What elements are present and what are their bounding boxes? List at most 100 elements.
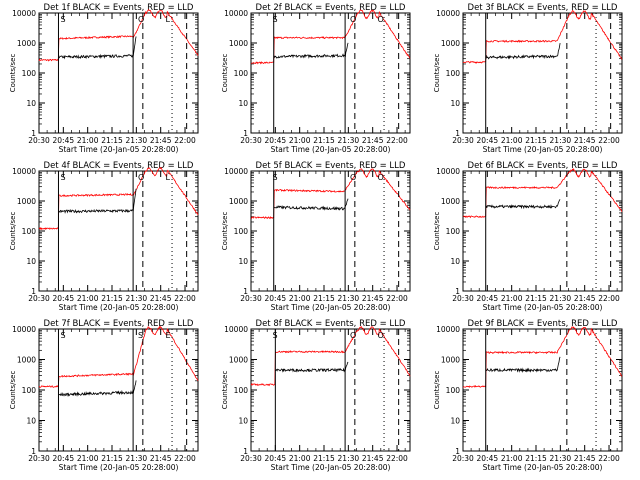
x-axis-label: Start Time (20-Jan-05 20:28:00)	[483, 145, 603, 154]
plot-frame	[250, 170, 411, 292]
marker-letter: S	[272, 15, 277, 24]
y-tick-label: 10	[238, 417, 248, 426]
detector-panel: Det 6f BLACK = Events, RED = LLD 1 10 100 10…	[433, 161, 623, 312]
x-axis-label: Start Time (20-Jan-05 20:28:00)	[59, 303, 179, 312]
y-tick-label: 100	[234, 227, 249, 236]
x-axis-label: Start Time (20-Jan-05 20:28:00)	[271, 303, 391, 312]
detector-panel: Det 4f BLACK = Events, RED = LLD 1 10 100 10…	[9, 161, 199, 312]
x-tick-label: 20:30	[240, 136, 262, 145]
lld-series-line	[462, 9, 623, 64]
x-tick-label: 21:00	[77, 136, 99, 145]
x-tick-label: 22:00	[174, 454, 196, 463]
x-tick-label: 21:00	[289, 136, 311, 145]
marker-letter: S	[272, 173, 277, 182]
x-tick-label: 21:15	[313, 454, 335, 463]
events-series-line	[58, 36, 137, 60]
x-tick-label: 22:00	[598, 136, 620, 145]
plot-frame	[462, 328, 623, 452]
lld-series-line	[250, 325, 411, 387]
y-tick-label: 10000	[436, 167, 460, 176]
y-tick-label: 1000	[17, 197, 36, 206]
lld-series-line	[38, 166, 199, 231]
x-tick-label: 21:45	[150, 136, 172, 145]
x-tick-label: 22:00	[386, 454, 408, 463]
y-tick-label: 1000	[441, 197, 460, 206]
plot-frame	[462, 12, 623, 134]
y-tick-label: 100	[22, 227, 37, 236]
x-tick-label: 20:45	[53, 294, 75, 303]
x-axis-label: Start Time (20-Jan-05 20:28:00)	[59, 463, 179, 472]
detector-panel: Det 8f BLACK = Events, RED = LLD 1 10 100 10…	[221, 319, 411, 472]
y-tick-label: 10	[238, 99, 248, 108]
y-tick-label: 1000	[441, 356, 460, 365]
x-tick-label: 20:30	[28, 294, 50, 303]
y-tick-label: 10	[26, 99, 36, 108]
y-tick-label: 100	[234, 69, 249, 78]
events-series-line	[275, 361, 349, 373]
y-tick-label: 1	[31, 287, 36, 296]
y-tick-label: 1	[243, 447, 248, 456]
x-tick-label: 21:30	[550, 294, 572, 303]
y-tick-label: 1	[31, 447, 36, 456]
marker-letter: S	[60, 15, 65, 24]
lld-series-line	[38, 325, 199, 388]
y-axis-label: Counts/sec	[9, 54, 17, 93]
y-tick-label: 1000	[229, 197, 248, 206]
lld-series-line	[251, 9, 411, 65]
panel-title: Det 8f BLACK = Events, RED = LLD	[256, 319, 406, 329]
x-tick-label: 21:30	[126, 294, 148, 303]
x-tick-label: 21:00	[289, 454, 311, 463]
x-tick-label: 21:30	[126, 454, 148, 463]
y-tick-label: 1	[455, 287, 460, 296]
marker-letter: O	[350, 331, 356, 340]
panel-title: Det 4f BLACK = Events, RED = LLD	[44, 161, 194, 171]
x-tick-label: 21:00	[77, 454, 99, 463]
panel-title: Det 1f BLACK = Events, RED = LLD	[44, 3, 194, 13]
y-tick-label: 10000	[224, 325, 248, 334]
y-tick-label: 1000	[17, 356, 36, 365]
panel-title: Det 3f BLACK = Events, RED = LLD	[468, 3, 618, 13]
x-tick-label: 20:30	[452, 294, 474, 303]
events-series-line	[485, 43, 561, 60]
plot-frame	[250, 12, 411, 134]
panel-title: Det 2f BLACK = Events, RED = LLD	[256, 3, 406, 13]
marker-letter: S	[272, 331, 277, 340]
y-tick-label: 100	[446, 227, 461, 236]
y-tick-label: 100	[234, 386, 249, 395]
y-tick-label: 1	[243, 287, 248, 296]
y-axis-label: Counts/sec	[221, 212, 229, 251]
y-tick-label: 1	[31, 129, 36, 138]
x-tick-label: 21:45	[362, 136, 384, 145]
events-series-line	[485, 199, 561, 210]
x-axis-label: Start Time (20-Jan-05 20:28:00)	[59, 145, 179, 154]
marker-letter: S	[60, 173, 65, 182]
marker-letter: O	[378, 331, 384, 340]
y-tick-label: 10	[26, 417, 36, 426]
x-tick-label: 22:00	[174, 136, 196, 145]
marker-letter: O	[350, 15, 356, 24]
x-tick-label: 21:30	[550, 454, 572, 463]
plot-frame	[38, 12, 199, 134]
lld-series-line	[462, 326, 623, 389]
x-tick-label: 21:15	[101, 454, 123, 463]
x-tick-label: 21:00	[501, 454, 523, 463]
marker-letter: O	[378, 15, 384, 24]
events-series-line	[486, 356, 561, 373]
x-tick-label: 21:15	[525, 454, 547, 463]
y-tick-label: 10000	[224, 167, 248, 176]
detector-panel: Det 2f BLACK = Events, RED = LLD 1 10 100 10…	[221, 3, 411, 154]
x-tick-label: 21:45	[574, 454, 596, 463]
marker-letter: S	[138, 331, 143, 340]
plot-frame	[38, 170, 199, 292]
y-axis-label: Counts/sec	[221, 371, 229, 410]
y-tick-label: 10	[450, 257, 460, 266]
marker-letter: O	[378, 173, 384, 182]
detector-panel: Det 9f BLACK = Events, RED = LLD 1 10 100 10…	[433, 319, 623, 472]
x-tick-label: 20:30	[240, 454, 262, 463]
events-series-line	[273, 198, 349, 211]
y-tick-label: 10000	[224, 9, 248, 18]
marker-letter: O	[350, 173, 356, 182]
lld-series-line	[250, 168, 411, 220]
x-axis-label: Start Time (20-Jan-05 20:28:00)	[483, 463, 603, 472]
